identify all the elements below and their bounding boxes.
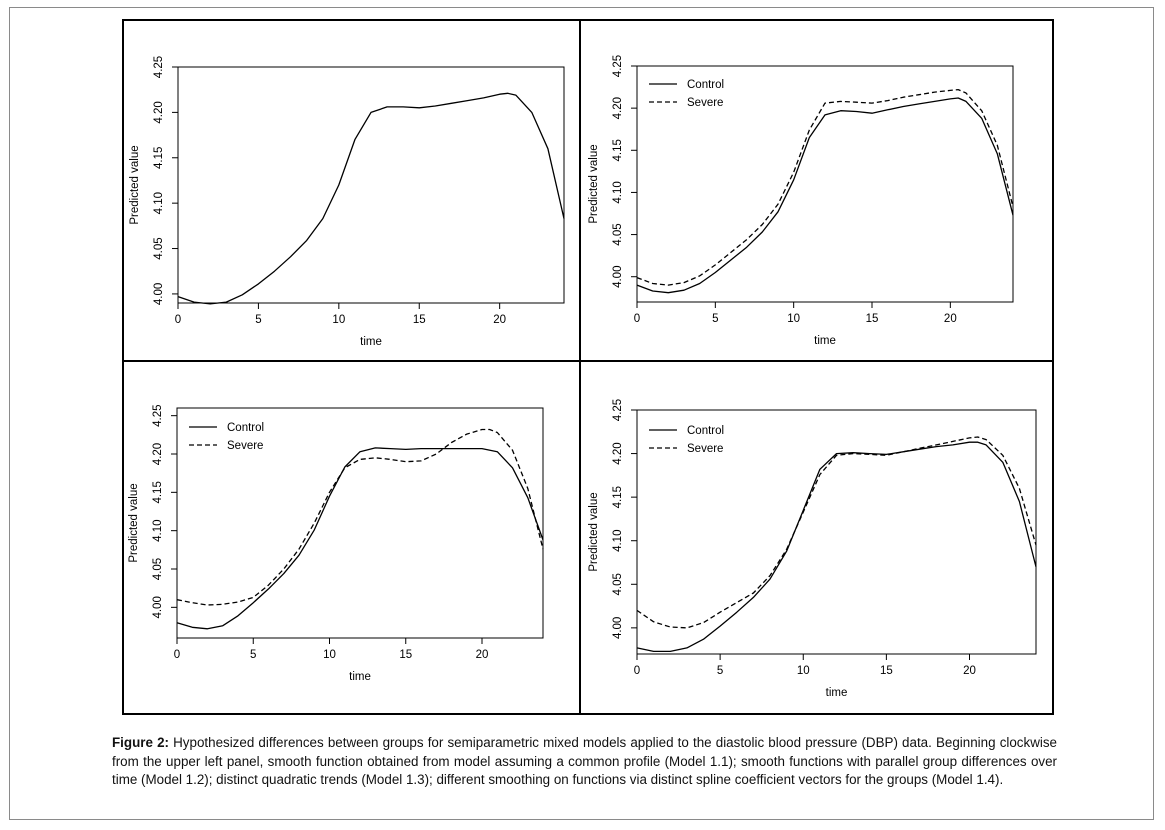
y-tick-label: 4.15 (612, 139, 624, 161)
x-tick-label: 0 (175, 314, 181, 326)
legend-label: Control (687, 425, 724, 437)
y-tick-label: 4.15 (152, 481, 164, 503)
x-tick-label: 20 (476, 649, 489, 661)
x-tick-label: 0 (634, 665, 640, 677)
y-tick-label: 4.15 (612, 486, 624, 508)
legend-label: Severe (687, 97, 723, 109)
x-tick-label: 5 (255, 314, 261, 326)
legend-label: Control (227, 422, 264, 434)
x-tick-label: 0 (174, 649, 180, 661)
panel-divider-vertical (579, 19, 581, 715)
series-line-control (636, 441, 1037, 653)
y-axis-label: Predicted value (588, 492, 600, 571)
panel-divider-horizontal (122, 360, 1054, 362)
x-tick-label: 10 (787, 313, 800, 325)
plot-area (177, 66, 565, 304)
y-tick-label: 4.05 (612, 223, 624, 245)
y-tick-label: 4.25 (152, 404, 164, 426)
legend-label: Severe (227, 440, 263, 452)
x-tick-label: 5 (712, 313, 718, 325)
y-axis-label: Predicted value (588, 144, 600, 223)
y-tick-label: 4.10 (612, 530, 624, 552)
x-tick-label: 20 (944, 313, 957, 325)
x-tick-label: 0 (634, 313, 640, 325)
series-line-severe (636, 436, 1037, 629)
y-tick-label: 4.10 (153, 192, 165, 214)
y-tick-label: 4.20 (152, 443, 164, 465)
plot-area (176, 407, 544, 639)
chart-panel-bottom-right: 0 5 10 15 20 4.00 4.05 4.10 4.15 4.20 4.25 time Pred… (588, 399, 1037, 699)
y-tick-label: 4.00 (612, 617, 624, 639)
x-tick-label: 5 (250, 649, 256, 661)
y-tick-label: 4.00 (153, 283, 165, 305)
chart-panel-top-left: 0 5 10 15 20 4.00 4.05 4.10 4.15 4.20 4.25 time Pred… (129, 56, 565, 348)
y-tick-label: 4.20 (612, 97, 624, 119)
page-frame (9, 7, 1154, 820)
series-line-severe (636, 88, 1014, 286)
legend-label: Severe (687, 443, 723, 455)
plot-area (636, 65, 1014, 303)
caption-text: Hypothesized differences between groups … (112, 735, 1057, 787)
x-axis-label: time (360, 336, 382, 348)
x-tick-label: 15 (399, 649, 412, 661)
y-tick-label: 4.10 (612, 181, 624, 203)
y-tick-label: 4.10 (152, 519, 164, 541)
caption-label: Figure 2: (112, 735, 169, 750)
x-axis-label: time (814, 335, 836, 347)
figure-frame (122, 19, 1054, 715)
legend-label: Control (687, 79, 724, 91)
y-tick-label: 4.25 (153, 56, 165, 78)
x-axis-label: time (349, 671, 371, 683)
y-tick-label: 4.25 (612, 55, 624, 77)
figure-caption: Figure 2: Hypothesized differences betwe… (112, 734, 1057, 790)
x-tick-label: 15 (880, 665, 893, 677)
x-tick-label: 10 (323, 649, 336, 661)
y-axis-label: Predicted value (129, 145, 141, 224)
x-axis-label: time (826, 687, 848, 699)
x-tick-label: 20 (493, 314, 506, 326)
x-tick-label: 20 (963, 665, 976, 677)
x-tick-label: 5 (717, 665, 723, 677)
series-line-control (176, 447, 544, 630)
chart-panel-bottom-left: 0 5 10 15 20 4.00 4.05 4.10 4.15 4.20 4.25 time Pred… (128, 404, 544, 683)
y-tick-label: 4.15 (153, 147, 165, 169)
y-tick-label: 4.05 (612, 573, 624, 595)
y-tick-label: 4.00 (152, 596, 164, 618)
x-tick-label: 15 (866, 313, 879, 325)
series-line-smooth (177, 92, 565, 305)
y-tick-label: 4.20 (612, 442, 624, 464)
series-line-control (636, 97, 1014, 294)
x-tick-label: 15 (413, 314, 426, 326)
y-axis-label: Predicted value (128, 483, 140, 562)
y-tick-label: 4.05 (153, 237, 165, 259)
y-tick-label: 4.20 (153, 101, 165, 123)
x-tick-label: 10 (332, 314, 345, 326)
y-tick-label: 4.05 (152, 558, 164, 580)
y-tick-label: 4.25 (612, 399, 624, 421)
series-line-severe (176, 428, 544, 606)
x-tick-label: 10 (797, 665, 810, 677)
y-tick-label: 4.00 (612, 266, 624, 288)
chart-panel-top-right: 0 5 10 15 20 4.00 4.05 4.10 4.15 4.20 4.25 time Pred… (588, 55, 1014, 347)
plot-area (636, 409, 1037, 655)
